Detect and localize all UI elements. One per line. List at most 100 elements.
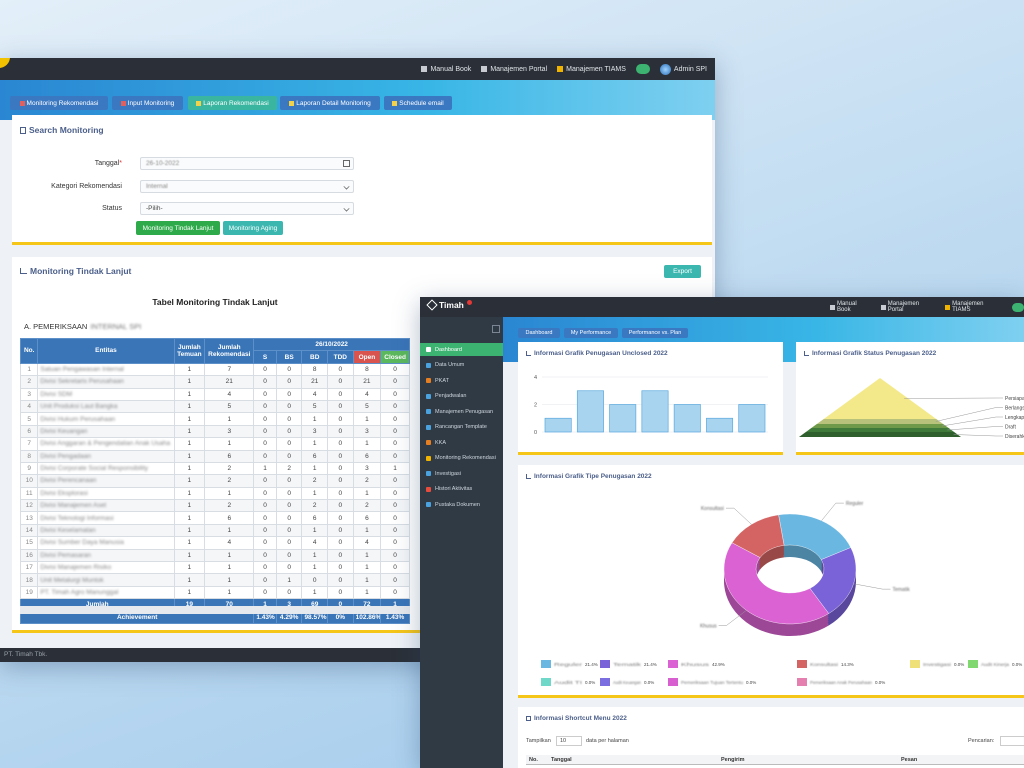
table-row: 14 Divisi Keselamatan 1 1 0 0 1 0 1 0 bbox=[19, 523, 410, 538]
table-cell: 15 bbox=[19, 536, 39, 550]
menu-label: Dashboard bbox=[435, 346, 462, 353]
sidebar-item[interactable]: Penjadwalan bbox=[420, 390, 503, 403]
table-cell: 0 bbox=[275, 474, 303, 488]
entity-cell: Divisi Anggaran & Pengendalian Anak Usah… bbox=[37, 437, 175, 451]
table-cell: 4 bbox=[301, 536, 329, 550]
search-panel: Search Monitoring Tanggal* 26-10-2022 Kateg… bbox=[12, 115, 712, 245]
tab-button[interactable]: Laporan Rekomendasi bbox=[188, 96, 277, 110]
entity-cell: Divisi Keuangan bbox=[37, 424, 175, 439]
table-cell: 0 bbox=[275, 585, 303, 600]
tab-button[interactable]: My Performance bbox=[564, 328, 618, 338]
user-menu[interactable]: Admin SPI bbox=[659, 63, 707, 75]
notification-badge[interactable] bbox=[1012, 302, 1024, 312]
status-header: BD bbox=[301, 350, 329, 364]
tab-button[interactable]: Performance vs. Plan bbox=[622, 328, 688, 338]
topbar-link[interactable]: Manual Book bbox=[421, 66, 471, 73]
menu-icon bbox=[426, 440, 431, 445]
table-cell: 0 bbox=[253, 536, 277, 550]
legend-label: Investigasi bbox=[923, 662, 951, 667]
tab-button[interactable]: Input Monitoring bbox=[112, 96, 183, 110]
topbar-link[interactable]: Manajemen TIAMS bbox=[557, 66, 626, 73]
table-cell: 1 bbox=[301, 412, 329, 426]
per-page-label: data per halaman bbox=[586, 738, 629, 744]
sidebar-item[interactable]: PKAT bbox=[420, 374, 503, 387]
legend-swatch bbox=[600, 678, 610, 686]
action-button[interactable]: Monitoring Tindak Lanjut bbox=[136, 221, 220, 235]
leader-line bbox=[725, 507, 752, 525]
column-header: Tanggal bbox=[548, 755, 718, 765]
table-cell: 1 bbox=[204, 561, 255, 575]
search-input[interactable] bbox=[1000, 736, 1024, 746]
table-title: Tabel Monitoring Tindak Lanjut bbox=[152, 297, 278, 307]
select-input[interactable]: Internal bbox=[140, 180, 354, 193]
panel-title: Informasi Shortcut Menu 2022 bbox=[526, 715, 627, 722]
table-cell: 2 bbox=[204, 461, 255, 476]
table-row: 10 Divisi Perencanaan 1 2 0 0 2 0 2 0 bbox=[19, 474, 410, 488]
tab-button[interactable]: Dashboard bbox=[518, 328, 560, 338]
date-input[interactable]: 26-10-2022 bbox=[140, 157, 354, 170]
table-cell: 2 bbox=[352, 499, 382, 513]
table-cell: 1 bbox=[173, 412, 206, 426]
entity-cell: Unit Metalurgi Muntok bbox=[37, 573, 175, 587]
action-button[interactable]: Monitoring Aging bbox=[223, 221, 283, 235]
sidebar-item[interactable]: Monitoring Rekomendasi bbox=[420, 452, 503, 465]
sidebar-item[interactable]: Histori Aktivitas bbox=[420, 483, 503, 496]
table-cell: 0 bbox=[327, 387, 354, 401]
y-tick-label: 2 bbox=[534, 403, 537, 409]
user-name: Admin SPI bbox=[673, 65, 707, 73]
entity-cell: Divisi Perencanaan bbox=[37, 474, 175, 488]
table-cell: 0 bbox=[327, 561, 354, 575]
topbar-link[interactable]: Manajemen Portal bbox=[880, 301, 936, 313]
table-cell: 9 bbox=[19, 461, 39, 476]
table-cell: 7 bbox=[19, 437, 39, 451]
sidebar-item[interactable]: Rancangan Template bbox=[420, 421, 503, 434]
sidebar-item[interactable]: KKA bbox=[420, 436, 503, 449]
table-row: 11 Divisi Eksplorasi 1 1 0 0 1 0 1 0 bbox=[19, 486, 410, 501]
layer-label: Diserahkan bbox=[1005, 434, 1024, 440]
menu-icon bbox=[426, 393, 431, 399]
sidebar-toggle[interactable] bbox=[492, 325, 500, 333]
sidebar-item[interactable]: Investigasi bbox=[420, 467, 503, 480]
legend-label: Reguler bbox=[554, 662, 583, 667]
link-text: Manajemen Portal bbox=[887, 301, 920, 313]
bar bbox=[576, 390, 604, 433]
slice-label: Tematik bbox=[892, 587, 910, 593]
table-cell: 1 bbox=[173, 362, 206, 377]
page-size-select[interactable]: 10 bbox=[556, 736, 582, 746]
table-cell: 1 bbox=[173, 399, 206, 414]
bar bbox=[738, 404, 766, 433]
table-cell: 0 bbox=[253, 523, 277, 538]
table-row: 17 Divisi Manajemen Risiko 1 1 0 0 1 0 1 0 bbox=[19, 561, 410, 575]
table-cell: 1 bbox=[352, 561, 382, 575]
sidebar-item[interactable]: Pustaka Dokumen bbox=[420, 498, 503, 511]
table-cell: 4 bbox=[19, 399, 39, 414]
table-row: 19 PT. Timah Agro Manunggal 1 1 0 0 1 0 1 0 bbox=[19, 585, 410, 600]
table-cell: 0 bbox=[327, 536, 354, 550]
column-header: Jumlah Temuan bbox=[173, 338, 206, 364]
table-cell: 1 bbox=[173, 561, 206, 575]
tab-label: Laporan Detail Monitoring bbox=[296, 99, 371, 107]
table-cell: 0 bbox=[380, 548, 410, 563]
column-header: Pesan bbox=[898, 755, 1024, 765]
sidebar-item[interactable]: Data Umum bbox=[420, 359, 503, 372]
table-cell: 0 bbox=[253, 412, 277, 426]
table-row: 15 Divisi Sumber Daya Manusia 1 4 0 0 4 0 4 0 bbox=[19, 536, 410, 550]
sidebar-item[interactable]: Dashboard bbox=[420, 343, 503, 356]
table-cell: 1 bbox=[352, 437, 382, 451]
topbar-link[interactable]: Manual Book bbox=[830, 301, 872, 313]
export-button[interactable]: Export bbox=[664, 265, 701, 278]
leader-line bbox=[821, 502, 844, 521]
notification-badge[interactable] bbox=[635, 64, 650, 74]
select-input[interactable]: -Pilih- bbox=[140, 202, 354, 215]
topbar-link[interactable]: Manajemen Portal bbox=[481, 66, 547, 73]
table-cell: 8 bbox=[19, 449, 39, 463]
sidebar-item[interactable]: Manajemen Penugasan bbox=[420, 405, 503, 418]
legend-value: 0.0% bbox=[585, 680, 595, 685]
tab-button[interactable]: Monitoring Rekomendasi bbox=[10, 96, 108, 110]
tab-button[interactable]: Laporan Detail Monitoring bbox=[280, 96, 380, 110]
label-text: Kategori Rekomendasi bbox=[51, 183, 122, 190]
tab-button[interactable]: Schedule email bbox=[384, 96, 452, 110]
menu-icon bbox=[426, 424, 431, 430]
table-cell: 1 bbox=[352, 412, 382, 426]
topbar-link[interactable]: Manajemen TIAMS bbox=[945, 301, 1003, 313]
